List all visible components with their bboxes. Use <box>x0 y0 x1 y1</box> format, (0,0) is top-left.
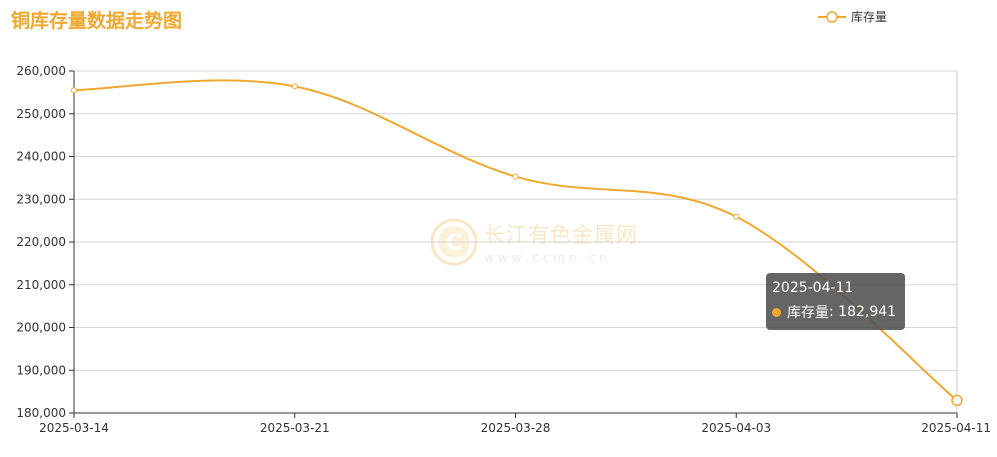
watermark-main-text: 长江有色金属网 <box>484 223 638 247</box>
series-layer <box>71 79 963 407</box>
series-line <box>73 79 958 402</box>
x-tick-label: 2025-04-11 <box>921 421 991 435</box>
legend-label: 库存量 <box>851 10 888 24</box>
y-tick-label: 180,000 <box>16 406 66 420</box>
tooltip-series-name: 库存量 <box>787 305 829 321</box>
tooltip: 2025-04-11 库存量: 182,941 <box>766 273 905 330</box>
y-tick-label: 260,000 <box>16 64 66 78</box>
data-point[interactable] <box>951 394 963 407</box>
y-tick-label: 200,000 <box>16 321 66 335</box>
y-tick-label: 190,000 <box>16 363 66 377</box>
watermark: C 长江有色金属网 www.ccmn.cn <box>430 218 638 266</box>
y-tick-label: 240,000 <box>16 150 66 164</box>
tooltip-separator: : <box>829 304 839 320</box>
x-tick-label: 2025-03-28 <box>481 421 551 435</box>
y-tick-label: 210,000 <box>16 278 66 292</box>
axis-layer: 180,000 190,000 200,000 210,000 220,000 230,0… <box>16 64 991 435</box>
y-tick-label: 230,000 <box>16 192 66 206</box>
data-point[interactable] <box>512 173 519 180</box>
data-point[interactable] <box>733 213 740 220</box>
watermark-sub-text: www.ccmn.cn <box>484 251 611 265</box>
data-point[interactable] <box>291 83 298 90</box>
tooltip-date: 2025-04-11 <box>772 280 854 296</box>
x-tick-label: 2025-03-21 <box>260 421 330 435</box>
y-tick-label: 250,000 <box>16 107 66 121</box>
tooltip-value: 182,941 <box>838 304 897 320</box>
y-tick-label: 220,000 <box>16 235 66 249</box>
line-circle-icon <box>818 10 846 23</box>
chart-title: 铜库存量数据走势图 <box>11 10 183 32</box>
tooltip-series-dot <box>772 307 781 317</box>
data-point[interactable] <box>71 87 77 94</box>
x-tick-label: 2025-04-03 <box>701 421 771 435</box>
x-tick-label: 2025-03-14 <box>39 421 109 435</box>
grid-layer <box>74 70 958 414</box>
svg-text:C: C <box>446 231 462 256</box>
legend[interactable]: 库存量 <box>818 8 887 25</box>
